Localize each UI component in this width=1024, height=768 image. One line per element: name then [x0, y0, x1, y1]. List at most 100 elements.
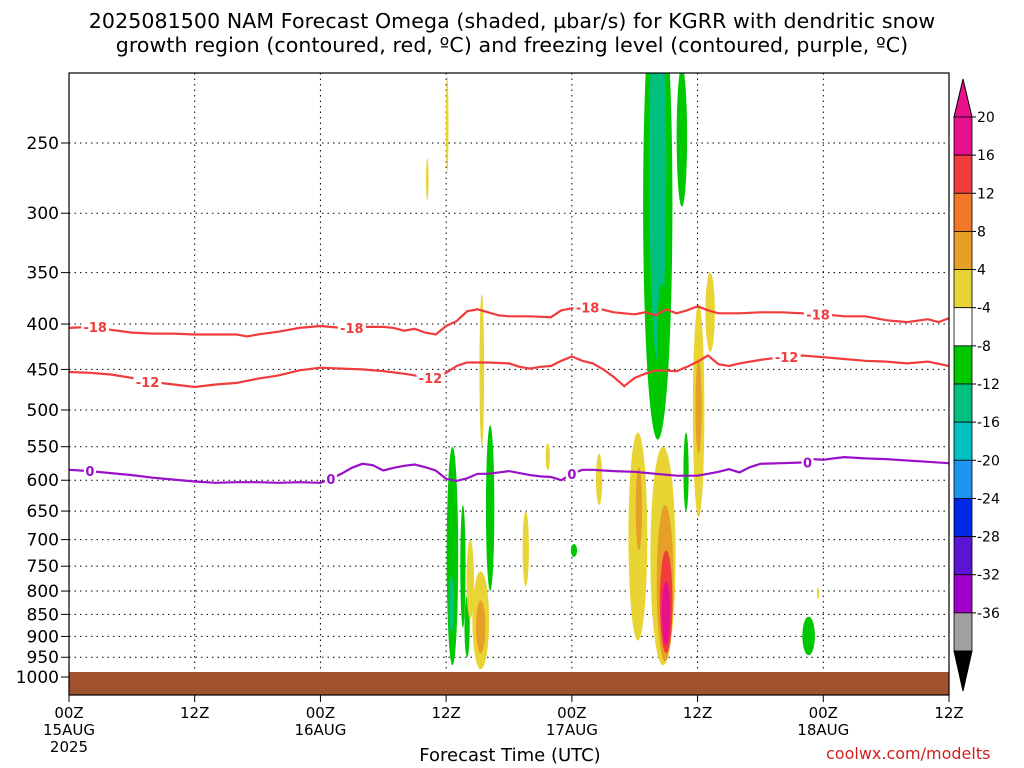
contour-label-bg-0-2 — [565, 466, 578, 481]
colorbar-label-1: 16 — [977, 148, 995, 164]
temperature-contours: -18 -18 -18 -18 -12 -12 -12 0 0 0 0 — [69, 300, 949, 488]
y-tick-label-800: 800 — [27, 582, 59, 602]
shade-yellow-6 — [522, 511, 529, 587]
contour-label-bg-0-3 — [801, 455, 814, 470]
contour-label-0-2: 0 — [567, 468, 576, 483]
colorbar-label-11: -28 — [977, 530, 1000, 546]
y-tick-label-250: 250 — [27, 134, 59, 154]
colorbar-swatch-7 — [953, 383, 973, 423]
contour-label-bg--12-0 — [133, 375, 162, 390]
contour-label-bg--12-2 — [772, 350, 801, 365]
x-tick-label-l1-h24: 00Z — [306, 704, 335, 722]
y-tick-label-1000: 1000 — [16, 668, 59, 688]
contour-label-bg--18-0 — [81, 319, 110, 334]
shade-green-10 — [802, 616, 815, 656]
colorbar-swatch-3 — [953, 231, 973, 270]
shade-green-8 — [683, 432, 689, 512]
y-tick-label-500: 500 — [27, 401, 59, 421]
colorbar-swatch-8 — [953, 421, 973, 461]
y-tick-label-450: 450 — [27, 360, 59, 380]
plot-frame — [68, 72, 950, 696]
contour-label--18-2: -18 — [576, 301, 600, 316]
x-tick-label-l2-h24: 16AUG — [294, 721, 346, 739]
colorbar-label-4: 4 — [977, 263, 986, 279]
x-axis-title: Forecast Time (UTC) — [419, 745, 601, 766]
contour-label-0-1: 0 — [326, 473, 335, 488]
contour-label-0-3: 0 — [803, 456, 812, 471]
colorbar-swatch-13 — [953, 612, 973, 652]
shade-yellow-7 — [545, 443, 550, 471]
watermark: coolwx.com/modelts — [826, 744, 991, 763]
contour-label--12-0: -12 — [136, 376, 160, 391]
ground-surface — [69, 672, 949, 695]
chart-title-line-2: growth region (contoured, red, ºC) and f… — [115, 33, 909, 57]
colorbar-swatch-5 — [953, 307, 973, 347]
shade-orange-4 — [695, 360, 702, 454]
y-tick-label-650: 650 — [27, 502, 59, 522]
shade-orange-1 — [476, 600, 486, 654]
shade-yellow-13 — [817, 587, 820, 600]
x-tick-label-l1-h36: 12Z — [431, 704, 460, 722]
colorbar-swatch-6 — [953, 345, 973, 385]
colorbar-swatch-9 — [953, 459, 973, 499]
x-tick-label-l1-h72: 00Z — [809, 704, 838, 722]
grid-lines — [69, 73, 949, 695]
colorbar-label-6: -8 — [977, 339, 991, 355]
y-tick-label-350: 350 — [27, 264, 59, 284]
x-tick-label-l2-h0: 15AUG — [43, 721, 95, 739]
contour-line-0 — [69, 455, 949, 484]
colorbar-label-13: -36 — [977, 606, 1000, 622]
shade-yellow-3 — [479, 294, 485, 447]
colorbar-swatch-0 — [953, 116, 973, 156]
contour-line--18 — [69, 305, 949, 338]
y-axis: 2503003504004505005506006507007508008509… — [16, 134, 69, 688]
contour-label--18-1: -18 — [340, 322, 364, 337]
colorbar-label-12: -32 — [977, 568, 1000, 584]
shade-green-2 — [460, 505, 466, 628]
y-tick-label-850: 850 — [27, 605, 59, 625]
colorbar-label-7: -12 — [977, 377, 1000, 393]
y-tick-label-750: 750 — [27, 557, 59, 577]
y-tick-label-900: 900 — [27, 627, 59, 647]
x-tick-label-l1-h48: 00Z — [557, 704, 586, 722]
contour-label--12-1: -12 — [419, 372, 443, 387]
contour-label-bg--18-1 — [337, 320, 366, 335]
y-tick-label-950: 950 — [27, 648, 59, 668]
x-tick-label-l2-h72: 18AUG — [797, 721, 849, 739]
colorbar-label-9: -20 — [977, 453, 1000, 469]
shade-yellow-4 — [445, 75, 449, 173]
colorbar-label-8: -16 — [977, 415, 1000, 431]
shade-yellow-5 — [426, 158, 429, 201]
shade-orange-2 — [635, 467, 643, 551]
colorbar-extend-top — [953, 78, 973, 118]
chart-title-line-1: 2025081500 NAM Forecast Omega (shaded, µ… — [88, 9, 936, 33]
colorbar-swatch-12 — [953, 574, 973, 614]
colorbar-extend-bottom — [953, 650, 973, 692]
shade-green-4 — [485, 425, 495, 592]
x-tick-label-l1-h12: 12Z — [180, 704, 209, 722]
x-tick-label-l1-h60: 12Z — [683, 704, 712, 722]
contour-line--12 — [69, 354, 949, 389]
colorbar-swatch-11 — [953, 536, 973, 576]
shade-green-5 — [570, 543, 578, 557]
y-tick-label-700: 700 — [27, 531, 59, 551]
colorbar-label-3: 8 — [977, 224, 986, 240]
contour-label-0-0: 0 — [85, 465, 94, 480]
colorbar: 20 16 12 8 4 -4 -8 -12 -16 -20 -24 -28 -32 -36 — [953, 78, 1000, 692]
colorbar-swatch-1 — [953, 154, 973, 194]
contour-label--18-3: -18 — [806, 308, 830, 323]
colorbar-swatch-4 — [953, 269, 973, 309]
x-tick-label-l2-h48: 17AUG — [546, 721, 598, 739]
y-tick-label-550: 550 — [27, 438, 59, 458]
omega-shading — [426, 73, 820, 670]
contour-label--12-2: -12 — [775, 351, 799, 366]
colorbar-swatch-2 — [953, 192, 973, 232]
contour-label-bg--18-2 — [573, 300, 602, 315]
colorbar-label-2: 12 — [977, 186, 995, 202]
contour-label-bg-0-0 — [83, 464, 96, 479]
shade-green-7 — [657, 283, 667, 395]
shade-magenta-1 — [661, 581, 671, 645]
y-tick-label-300: 300 — [27, 204, 59, 224]
